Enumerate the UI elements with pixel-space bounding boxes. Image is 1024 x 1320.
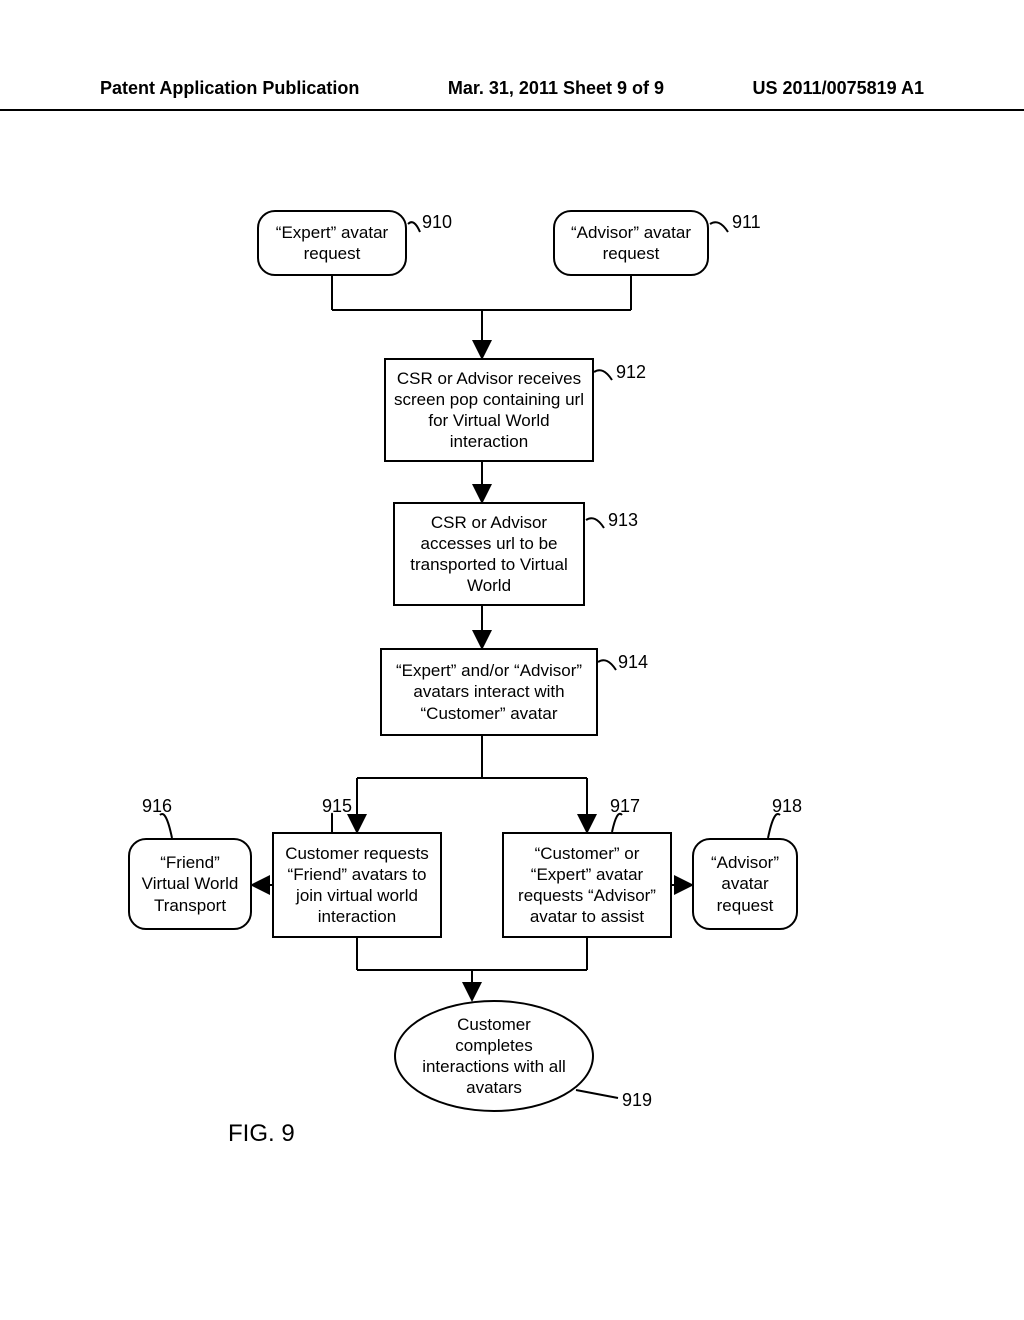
ref-leader-913	[586, 518, 604, 528]
ref-leader-918	[768, 814, 780, 838]
ref-leader-916	[160, 814, 172, 838]
ref-leader-912	[594, 370, 612, 380]
figure-label: FIG. 9	[228, 1120, 295, 1148]
node-912-label: CSR or Advisor receivesscreen pop contai…	[394, 368, 584, 453]
ref-label-919: 919	[622, 1090, 652, 1111]
header-middle: Mar. 31, 2011 Sheet 9 of 9	[448, 78, 664, 99]
ref-label-914: 914	[618, 652, 648, 673]
ref-label-918: 918	[772, 796, 802, 817]
node-910-label: “Expert” avatarrequest	[276, 222, 388, 265]
ref-label-912: 912	[616, 362, 646, 383]
ref-label-917: 917	[610, 796, 640, 817]
node-913-label: CSR or Advisoraccesses url to betranspor…	[410, 512, 568, 597]
ref-label-910: 910	[422, 212, 452, 233]
header-right: US 2011/0075819 A1	[753, 78, 924, 99]
ref-leader-910	[408, 222, 420, 232]
node-916: “Friend”Virtual WorldTransport	[128, 838, 252, 930]
patent-figure-page: Patent Application Publication Mar. 31, …	[0, 0, 1024, 1320]
ref-leader-919	[576, 1090, 618, 1098]
node-916-label: “Friend”Virtual WorldTransport	[142, 852, 239, 916]
node-918-label: “Advisor”avatarrequest	[711, 852, 779, 916]
node-915: Customer requests“Friend” avatars tojoin…	[272, 832, 442, 938]
node-919-label: Customercompletesinteractions with allav…	[422, 1014, 566, 1099]
node-912: CSR or Advisor receivesscreen pop contai…	[384, 358, 594, 462]
ref-label-915: 915	[322, 796, 352, 817]
node-918: “Advisor”avatarrequest	[692, 838, 798, 930]
node-914-label: “Expert” and/or “Advisor”avatars interac…	[396, 660, 582, 724]
node-914: “Expert” and/or “Advisor”avatars interac…	[380, 648, 598, 736]
node-917: “Customer” or“Expert” avatarrequests “Ad…	[502, 832, 672, 938]
page-header: Patent Application Publication Mar. 31, …	[0, 78, 1024, 111]
node-911: “Advisor” avatarrequest	[553, 210, 709, 276]
ref-leader-914	[598, 660, 616, 670]
node-917-label: “Customer” or“Expert” avatarrequests “Ad…	[518, 843, 656, 928]
ref-label-913: 913	[608, 510, 638, 531]
node-913: CSR or Advisoraccesses url to betranspor…	[393, 502, 585, 606]
ref-label-911: 911	[732, 212, 761, 233]
node-910: “Expert” avatarrequest	[257, 210, 407, 276]
ref-label-916: 916	[142, 796, 172, 817]
node-919: Customercompletesinteractions with allav…	[394, 1000, 594, 1112]
node-911-label: “Advisor” avatarrequest	[571, 222, 691, 265]
node-915-label: Customer requests“Friend” avatars tojoin…	[285, 843, 429, 928]
header-left: Patent Application Publication	[100, 78, 359, 99]
ref-leader-911	[710, 222, 728, 232]
